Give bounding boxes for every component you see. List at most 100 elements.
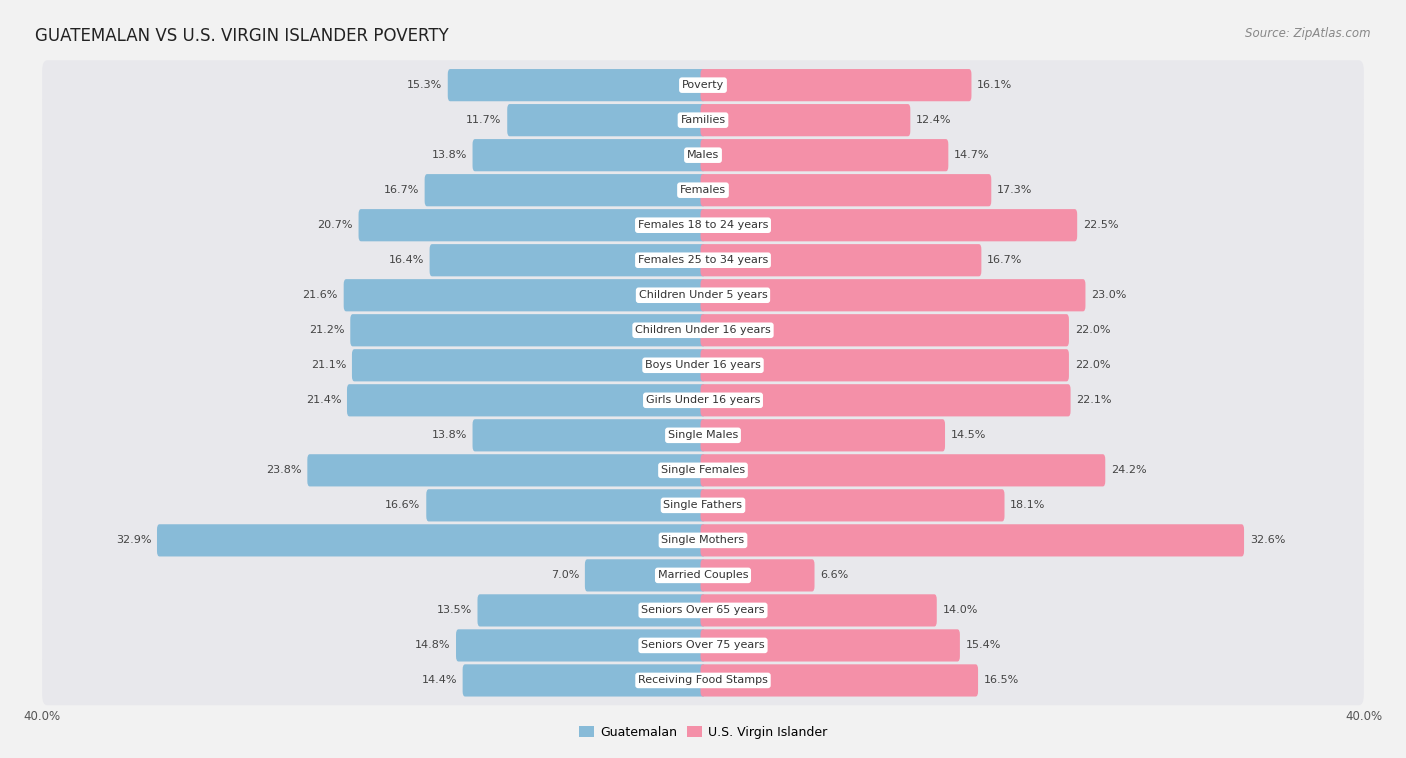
Text: 22.0%: 22.0% [1074, 325, 1111, 335]
FancyBboxPatch shape [700, 209, 1077, 241]
FancyBboxPatch shape [42, 375, 1364, 425]
Text: Married Couples: Married Couples [658, 570, 748, 581]
Text: 16.7%: 16.7% [987, 255, 1022, 265]
FancyBboxPatch shape [700, 349, 1069, 381]
FancyBboxPatch shape [700, 629, 960, 662]
FancyBboxPatch shape [42, 305, 1364, 356]
Text: 13.8%: 13.8% [432, 150, 467, 160]
FancyBboxPatch shape [700, 244, 981, 277]
Text: 14.0%: 14.0% [942, 606, 979, 615]
FancyBboxPatch shape [157, 525, 706, 556]
FancyBboxPatch shape [42, 656, 1364, 705]
Text: 22.1%: 22.1% [1077, 396, 1112, 406]
Text: Single Mothers: Single Mothers [661, 535, 745, 545]
Text: GUATEMALAN VS U.S. VIRGIN ISLANDER POVERTY: GUATEMALAN VS U.S. VIRGIN ISLANDER POVER… [35, 27, 449, 45]
FancyBboxPatch shape [700, 664, 979, 697]
Text: 15.4%: 15.4% [966, 641, 1001, 650]
Text: Children Under 16 years: Children Under 16 years [636, 325, 770, 335]
FancyBboxPatch shape [463, 664, 706, 697]
FancyBboxPatch shape [42, 61, 1364, 110]
Text: 23.8%: 23.8% [266, 465, 301, 475]
FancyBboxPatch shape [472, 139, 706, 171]
FancyBboxPatch shape [42, 236, 1364, 285]
Text: 17.3%: 17.3% [997, 185, 1032, 196]
FancyBboxPatch shape [508, 104, 706, 136]
Text: 13.8%: 13.8% [432, 431, 467, 440]
FancyBboxPatch shape [700, 174, 991, 206]
FancyBboxPatch shape [700, 454, 1105, 487]
Text: 24.2%: 24.2% [1111, 465, 1147, 475]
Text: 13.5%: 13.5% [436, 606, 471, 615]
Text: 20.7%: 20.7% [318, 221, 353, 230]
Text: Source: ZipAtlas.com: Source: ZipAtlas.com [1246, 27, 1371, 39]
FancyBboxPatch shape [700, 104, 910, 136]
FancyBboxPatch shape [700, 139, 948, 171]
FancyBboxPatch shape [700, 314, 1069, 346]
Text: 14.8%: 14.8% [415, 641, 450, 650]
FancyBboxPatch shape [700, 594, 936, 627]
Text: 21.1%: 21.1% [311, 360, 346, 370]
Text: 11.7%: 11.7% [465, 115, 502, 125]
Text: 22.5%: 22.5% [1083, 221, 1118, 230]
FancyBboxPatch shape [42, 165, 1364, 215]
Text: Families: Families [681, 115, 725, 125]
FancyBboxPatch shape [456, 629, 706, 662]
FancyBboxPatch shape [478, 594, 706, 627]
Text: 7.0%: 7.0% [551, 570, 579, 581]
Text: 14.5%: 14.5% [950, 431, 986, 440]
Text: Females 18 to 24 years: Females 18 to 24 years [638, 221, 768, 230]
Text: Males: Males [688, 150, 718, 160]
Text: 14.7%: 14.7% [955, 150, 990, 160]
Text: 21.2%: 21.2% [309, 325, 344, 335]
FancyBboxPatch shape [42, 550, 1364, 600]
FancyBboxPatch shape [425, 174, 706, 206]
FancyBboxPatch shape [350, 314, 706, 346]
Text: Seniors Over 65 years: Seniors Over 65 years [641, 606, 765, 615]
FancyBboxPatch shape [585, 559, 706, 591]
Text: Children Under 5 years: Children Under 5 years [638, 290, 768, 300]
Text: 21.4%: 21.4% [305, 396, 342, 406]
FancyBboxPatch shape [42, 96, 1364, 145]
Text: 22.0%: 22.0% [1074, 360, 1111, 370]
Text: 32.6%: 32.6% [1250, 535, 1285, 545]
Text: 32.9%: 32.9% [115, 535, 152, 545]
Text: Boys Under 16 years: Boys Under 16 years [645, 360, 761, 370]
Text: 18.1%: 18.1% [1011, 500, 1046, 510]
FancyBboxPatch shape [42, 515, 1364, 565]
FancyBboxPatch shape [42, 410, 1364, 460]
FancyBboxPatch shape [42, 130, 1364, 180]
Text: 16.6%: 16.6% [385, 500, 420, 510]
Text: 15.3%: 15.3% [406, 80, 441, 90]
Text: Girls Under 16 years: Girls Under 16 years [645, 396, 761, 406]
Legend: Guatemalan, U.S. Virgin Islander: Guatemalan, U.S. Virgin Islander [574, 721, 832, 744]
Text: 12.4%: 12.4% [917, 115, 952, 125]
Text: 16.7%: 16.7% [384, 185, 419, 196]
Text: 23.0%: 23.0% [1091, 290, 1126, 300]
Text: Seniors Over 75 years: Seniors Over 75 years [641, 641, 765, 650]
Text: 16.5%: 16.5% [984, 675, 1019, 685]
Text: Single Males: Single Males [668, 431, 738, 440]
FancyBboxPatch shape [700, 419, 945, 452]
FancyBboxPatch shape [700, 525, 1244, 556]
FancyBboxPatch shape [447, 69, 706, 102]
Text: Single Females: Single Females [661, 465, 745, 475]
FancyBboxPatch shape [42, 446, 1364, 495]
FancyBboxPatch shape [347, 384, 706, 416]
Text: Single Fathers: Single Fathers [664, 500, 742, 510]
FancyBboxPatch shape [42, 481, 1364, 530]
FancyBboxPatch shape [700, 279, 1085, 312]
FancyBboxPatch shape [359, 209, 706, 241]
FancyBboxPatch shape [343, 279, 706, 312]
FancyBboxPatch shape [472, 419, 706, 452]
FancyBboxPatch shape [42, 340, 1364, 390]
FancyBboxPatch shape [42, 271, 1364, 320]
FancyBboxPatch shape [426, 489, 706, 522]
FancyBboxPatch shape [700, 384, 1070, 416]
FancyBboxPatch shape [42, 200, 1364, 250]
Text: 14.4%: 14.4% [422, 675, 457, 685]
FancyBboxPatch shape [308, 454, 706, 487]
FancyBboxPatch shape [700, 489, 1004, 522]
FancyBboxPatch shape [42, 585, 1364, 635]
FancyBboxPatch shape [42, 621, 1364, 670]
Text: Females 25 to 34 years: Females 25 to 34 years [638, 255, 768, 265]
